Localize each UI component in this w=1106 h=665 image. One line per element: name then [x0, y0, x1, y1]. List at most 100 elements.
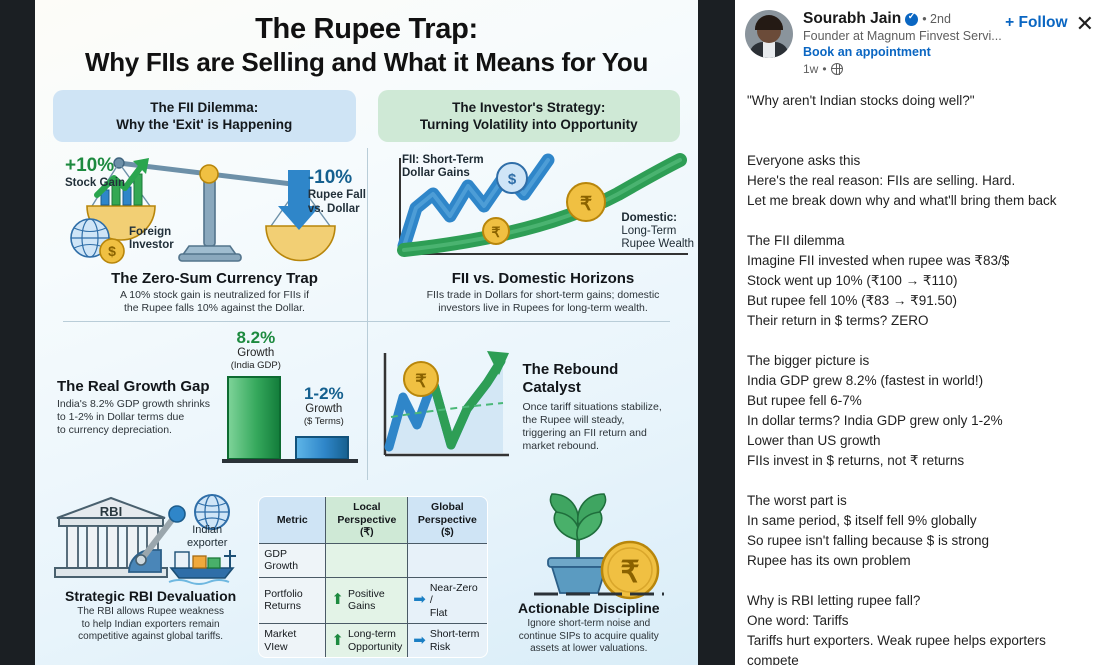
infographic-banner-row: The FII Dilemma: Why the 'Exit' is Happe…: [35, 78, 698, 142]
bar2-sub: ($ Terms): [303, 416, 344, 427]
avatar[interactable]: [745, 10, 793, 58]
svg-text:$: $: [108, 243, 116, 259]
follow-button[interactable]: + Follow: [1005, 14, 1068, 31]
bar1-value: 8.2%: [236, 328, 276, 347]
growth-bars-svg: [221, 376, 358, 463]
bar1-sub: (India GDP): [230, 360, 281, 371]
growth-gap-bar-chart: 8.2% Growth (India GDP) 1-2% Growth ($ T…: [220, 329, 360, 477]
banner-fii-dilemma: The FII Dilemma: Why the 'Exit' is Happe…: [53, 90, 356, 142]
rebound-title-line2: Catalyst: [522, 379, 581, 396]
horizons-body-line2: investors live in Rupees for long-term w…: [438, 302, 648, 314]
rebound-body-line3: triggering an FII return and: [522, 427, 647, 439]
scale-svg: $: [70, 157, 336, 264]
banner-investor-strategy-line2: Turning Volatility into Opportunity: [419, 117, 638, 132]
rebound-title: The Rebound Catalyst: [523, 361, 677, 397]
rebound-body: Once tariff situations stabilize, the Ru…: [523, 401, 677, 453]
svg-text:₹: ₹: [415, 371, 427, 391]
growth-gap-text: The Real Growth Gap India's 8.2% GDP gro…: [57, 378, 214, 437]
horizons-body: FIIs trade in Dollars for short-term gai…: [388, 289, 698, 315]
zero-sum-body-line1: A 10% stock gain is neutralized for FIIs…: [119, 289, 310, 301]
th-local-line2: Perspective (₹): [337, 513, 397, 539]
left-gutter: [0, 0, 35, 665]
vertical-divider-2: [366, 148, 368, 480]
author-name-row: Sourabh Jain • 2nd: [803, 10, 1005, 28]
stock-gain-label: +10% Stock Gain: [65, 156, 125, 190]
stock-gain-text: Stock Gain: [65, 177, 126, 189]
th-metric: Metric: [259, 497, 327, 544]
fii-short-term-line1: FII: Short-Term: [402, 154, 484, 166]
author-name[interactable]: Sourabh Jain: [803, 10, 902, 27]
arrow-right-icon: ➡: [413, 631, 426, 649]
indian-exporter-label: Indian exporter: [172, 524, 242, 550]
rbi-body-line1: The RBI allows Rupee weakness: [77, 606, 224, 617]
th-global-line2: Perspective ($): [417, 513, 477, 539]
banner-investor-strategy-line1: The Investor's Strategy:: [452, 100, 606, 115]
post-author-meta: Sourabh Jain • 2nd Founder at Magnum Fin…: [793, 10, 1005, 77]
rbi-body: The RBI allows Rupee weakness to help In…: [49, 606, 252, 644]
discipline-title: Actionable Discipline: [517, 600, 660, 616]
cell-global-gdp-growth: [407, 542, 487, 578]
rebound-content: ₹ The Rebound Catalyst Once tariff situa…: [375, 332, 677, 482]
post-infographic-image[interactable]: The Rupee Trap: Why FIIs are Selling and…: [35, 0, 698, 665]
middle-gutter: [698, 0, 735, 665]
bar1-label: 8.2% Growth (India GDP): [214, 328, 298, 372]
book-appointment-link[interactable]: Book an appointment: [803, 45, 931, 59]
horizons-title: FII vs. Domestic Horizons: [451, 270, 635, 287]
globe-icon: [830, 63, 843, 75]
cell-global-market-view: ➡ Short-term Risk: [407, 623, 487, 657]
bar2-label: 1-2% Growth ($ Terms): [288, 384, 360, 428]
plant-svg: ₹: [533, 493, 664, 600]
rbi-svg: RBI: [54, 494, 236, 585]
infographic-bottom-row: RBI: [35, 486, 698, 658]
block-strategic-rbi-devaluation: RBI: [49, 490, 252, 658]
bar2-value: 1-2%: [303, 384, 344, 403]
table-row: GDP Growth: [259, 542, 487, 578]
rebound-text: The Rebound Catalyst Once tariff situati…: [523, 361, 677, 453]
comparison-table-wrapper: Metric Local Perspective (₹) Global Perspe…: [258, 490, 488, 658]
post-header: Sourabh Jain • 2nd Founder at Magnum Fin…: [735, 0, 1106, 77]
th-global-line1: Global: [431, 501, 464, 513]
post-timestamp-row: 1w •: [803, 61, 1005, 77]
domestic-line2: Long-Term: [621, 225, 677, 237]
zero-sum-body-line2: the Rupee falls 10% against the Dollar.: [124, 302, 305, 314]
connection-degree: • 2nd: [922, 12, 951, 26]
discipline-body-line2: continue SIPs to acquire quality: [518, 630, 659, 642]
th-local-line1: Local: [353, 501, 381, 513]
arrow-up-icon: ⬆: [331, 591, 344, 609]
discipline-body-line1: Ignore short-term noise and: [527, 618, 651, 629]
cell-metric-portfolio-returns: Portfolio Returns: [259, 576, 327, 624]
rbi-body-line3: competitive against global tariffs.: [78, 631, 224, 642]
bar1-label-text: Growth: [237, 347, 275, 359]
plant-coin-illustration: ₹: [494, 490, 685, 600]
cell-global-portfolio-returns: ➡ Near-Zero / Flat: [407, 576, 487, 624]
quadrant-fii-vs-domestic-horizons: $ ₹ ₹ FII: Short-Term Dollar Gains Domes…: [380, 142, 698, 319]
cell-metric-gdp-growth: GDP Growth: [259, 542, 327, 578]
infographic-title: The Rupee Trap: Why FIIs are Selling and…: [35, 0, 698, 78]
bullet-separator: •: [822, 62, 827, 76]
avatar-shirt: [763, 42, 775, 58]
foreign-investor-label: Foreign Investor: [129, 226, 174, 252]
foreign-investor-line1: Foreign: [129, 226, 172, 238]
domestic-line1: Domestic:: [621, 212, 677, 224]
horizons-chart-illustration: $ ₹ ₹ FII: Short-Term Dollar Gains Domes…: [388, 150, 698, 268]
close-icon[interactable]: ✕: [1075, 11, 1094, 36]
author-headline: Founder at Magnum Finvest Servi...: [803, 29, 1002, 43]
infographic-title-line1: The Rupee Trap:: [255, 13, 478, 45]
banner-fii-dilemma-line1: The FII Dilemma:: [150, 100, 259, 115]
rebound-body-line2: the Rupee will steady,: [522, 414, 625, 426]
growth-gap-body-line3: to currency depreciation.: [57, 423, 172, 436]
rupee-fall-text-1: Rupee Fall: [307, 189, 366, 201]
table-header-row: Metric Local Perspective (₹) Global Perspe…: [259, 497, 487, 544]
growth-gap-body-line2: to 1-2% in Dollar terms due: [57, 410, 185, 423]
horizons-body-line1: FIIs trade in Dollars for short-term gai…: [426, 289, 660, 301]
fii-short-term-line2: Dollar Gains: [402, 167, 470, 179]
rebound-body-line4: market rebound.: [522, 440, 599, 452]
table-row: Market VIew ⬆ Long-term Opportunity ➡ Short-…: [259, 623, 487, 657]
cell-local-portfolio-returns: ⬆ Positive Gains: [325, 576, 409, 624]
cell-local-portfolio-text: Positive Gains: [347, 587, 385, 613]
cell-local-gdp-growth: [325, 542, 409, 578]
growth-gap-title: The Real Growth Gap: [57, 377, 210, 395]
verified-badge-icon: [905, 11, 919, 26]
zero-sum-body: A 10% stock gain is neutralized for FIIs…: [57, 289, 372, 315]
svg-text:₹: ₹: [580, 194, 592, 215]
